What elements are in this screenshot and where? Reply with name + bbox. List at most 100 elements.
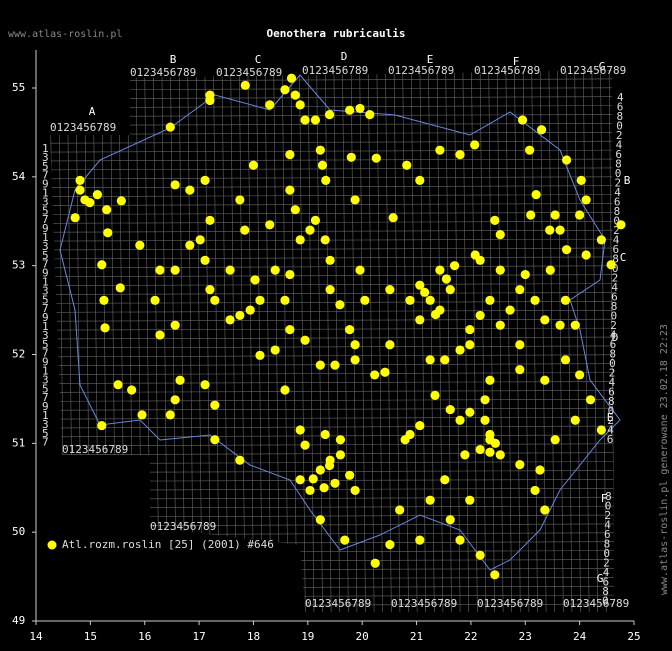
record-dot <box>430 390 440 400</box>
record-dot <box>540 375 550 385</box>
record-dot <box>505 305 515 315</box>
y-tick-label: 55 <box>12 81 25 94</box>
row-digit: 3 <box>42 418 49 431</box>
col-digit: 4 <box>613 234 620 247</box>
record-dot <box>75 175 85 185</box>
col-digit: 4 <box>617 91 624 104</box>
grid-line <box>50 309 614 313</box>
record-dot <box>576 175 586 185</box>
record-dot <box>319 483 329 493</box>
grid-line <box>92 70 100 612</box>
record-dot <box>545 265 555 275</box>
row-digit: 3 <box>42 195 49 208</box>
row-digit: 7 <box>42 436 49 449</box>
record-dot <box>380 367 390 377</box>
row-digit: 3 <box>42 284 49 297</box>
record-dot <box>395 505 405 515</box>
grid-line <box>50 398 614 402</box>
record-dot <box>596 425 606 435</box>
record-dot <box>102 205 112 215</box>
record-dot <box>360 295 370 305</box>
grid-line <box>316 70 323 612</box>
grid-line <box>50 167 614 171</box>
grid-line <box>50 372 614 375</box>
record-dot <box>445 404 455 415</box>
grid-line <box>50 514 614 518</box>
grid-line <box>50 568 614 571</box>
row-digit: 5 <box>42 382 49 395</box>
record-dot <box>402 160 412 170</box>
grid-line <box>50 470 614 473</box>
col-digit: 2 <box>614 177 621 190</box>
row-digit: 7 <box>42 213 49 226</box>
record-dot <box>285 269 295 280</box>
grid-line <box>50 123 614 126</box>
record-dot <box>113 380 123 390</box>
row-digit: 5 <box>42 338 49 351</box>
record-dot <box>585 395 596 405</box>
record-dot <box>596 235 606 245</box>
record-dot <box>415 280 425 290</box>
record-dot <box>495 320 505 330</box>
grid-line <box>152 70 160 612</box>
record-dot <box>115 283 125 293</box>
record-dot <box>465 495 475 505</box>
grid-letter: G <box>599 60 606 73</box>
y-tick-label: 51 <box>12 436 25 449</box>
grid-line <box>50 354 614 358</box>
record-dot <box>355 265 365 275</box>
grid-line <box>50 203 614 206</box>
grid-line <box>213 70 220 612</box>
grid-digits: 0123456789 <box>130 66 196 79</box>
record-dot <box>310 215 321 225</box>
record-dot <box>515 285 525 295</box>
record-dot <box>165 410 175 420</box>
record-dot <box>388 213 398 223</box>
record-dot <box>581 250 591 260</box>
row-digit: 7 <box>42 391 49 404</box>
row-digit: 5 <box>42 293 49 306</box>
record-dot <box>280 85 290 95</box>
grid-line <box>50 265 614 269</box>
y-tick-label: 54 <box>12 170 26 183</box>
x-tick-label: 25 <box>627 630 640 643</box>
record-dot <box>205 215 215 225</box>
record-dot <box>270 265 280 275</box>
row-digit: 1 <box>42 365 49 378</box>
grid-line <box>453 70 461 612</box>
record-dot <box>270 345 280 355</box>
col-digit: 6 <box>613 243 620 256</box>
grid-line <box>50 212 614 215</box>
x-tick-label: 24 <box>573 630 587 643</box>
grid-line <box>127 70 134 612</box>
record-dot <box>415 315 425 325</box>
record-dot <box>425 355 435 365</box>
col-digit: 6 <box>610 338 617 351</box>
row-digit: 9 <box>42 267 49 280</box>
record-dot <box>616 220 626 230</box>
record-dot <box>170 320 180 330</box>
record-dot <box>460 450 470 460</box>
record-dot <box>495 450 505 460</box>
record-dot <box>295 475 305 485</box>
col-digit: 0 <box>605 500 612 513</box>
record-dot <box>70 213 80 223</box>
record-dot <box>440 355 450 365</box>
record-dot <box>455 535 465 545</box>
x-tick-label: 18 <box>247 630 260 643</box>
x-tick-label: 19 <box>301 630 314 643</box>
grid-line <box>376 70 384 612</box>
grid-line <box>548 70 556 612</box>
col-digit: 8 <box>616 110 623 123</box>
grid-line <box>410 70 418 612</box>
grid-line <box>50 505 614 509</box>
grid-line <box>45 613 620 615</box>
record-dot <box>441 274 452 284</box>
record-dot <box>99 295 109 305</box>
record-dot <box>300 115 310 125</box>
col-digit: 0 <box>615 167 622 180</box>
record-dot <box>345 470 355 480</box>
record-dot <box>540 315 550 325</box>
row-digit: 9 <box>42 222 49 235</box>
